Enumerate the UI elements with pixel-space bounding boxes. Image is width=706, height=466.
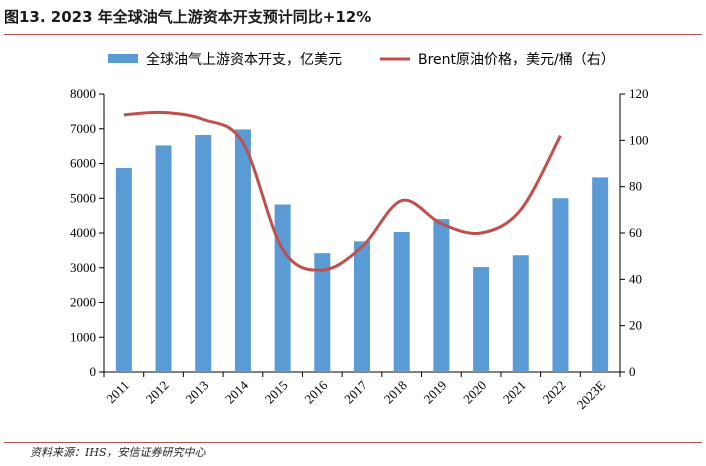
- bar-2018: [393, 231, 410, 372]
- bar-2019: [433, 219, 450, 372]
- x-tick-label: 2014: [222, 377, 251, 406]
- left-tick-label: 8000: [70, 86, 96, 101]
- x-tick-label: 2012: [143, 378, 172, 407]
- chart-title: 图13. 2023 年全球油气上游资本开支预计同比+12%: [4, 6, 702, 35]
- bar-series: [115, 129, 609, 372]
- right-tick-label: 0: [629, 364, 636, 379]
- brent-price-line: [123, 110, 562, 272]
- bar-2016: [314, 253, 331, 372]
- left-tick-label: 7000: [70, 121, 96, 136]
- x-tick-label: 2015: [262, 378, 291, 407]
- x-tick-label: 2020: [460, 378, 489, 407]
- bar-2014: [234, 129, 251, 372]
- left-tick-label: 2000: [70, 295, 96, 310]
- source-note: 资料来源：IHS，安信证券研究中心: [4, 442, 702, 464]
- left-tick-label: 6000: [70, 156, 96, 171]
- x-tick-label: 2021: [500, 378, 529, 407]
- right-tick-label: 20: [629, 318, 642, 333]
- x-tick-label: 2017: [341, 377, 370, 406]
- bar-2020: [473, 267, 490, 372]
- right-tick-label: 80: [629, 179, 642, 194]
- x-tick-label: 2023E: [574, 377, 609, 412]
- bar-2012: [155, 145, 172, 372]
- bar-2021: [512, 255, 529, 372]
- bar-2023E: [592, 177, 609, 372]
- x-tick-label: 2018: [381, 378, 410, 407]
- left-tick-label: 4000: [70, 225, 96, 240]
- right-tick-label: 120: [629, 86, 649, 101]
- legend: 全球油气上游资本开支，亿美元 Brent原油价格，美元/桶（右）: [108, 51, 615, 68]
- line-series: [123, 110, 562, 272]
- legend-bar-swatch: [108, 54, 138, 63]
- x-tick-label: 2019: [421, 378, 450, 407]
- right-tick-label: 60: [629, 225, 642, 240]
- chart: 全球油气上游资本开支，亿美元 Brent原油价格，美元/桶（右） 01000200…: [70, 51, 649, 412]
- bar-2011: [115, 168, 132, 372]
- x-tick-label: 2011: [103, 378, 132, 407]
- bar-2017: [354, 241, 370, 372]
- right-tick-label: 40: [629, 271, 642, 286]
- bar-2022: [552, 198, 569, 372]
- legend-line-label: Brent原油价格，美元/桶（右）: [418, 52, 615, 68]
- left-tick-label: 3000: [70, 260, 96, 275]
- x-tick-label: 2022: [540, 378, 569, 407]
- right-tick-label: 100: [629, 132, 649, 147]
- legend-bar-label: 全球油气上游资本开支，亿美元: [146, 51, 342, 68]
- bar-2013: [195, 135, 212, 372]
- left-tick-label: 0: [90, 364, 97, 379]
- x-tick-label: 2016: [301, 377, 330, 406]
- x-tick-label: 2013: [182, 378, 211, 407]
- bar-2015: [274, 204, 291, 372]
- left-tick-label: 1000: [70, 329, 96, 344]
- left-tick-label: 5000: [70, 190, 96, 205]
